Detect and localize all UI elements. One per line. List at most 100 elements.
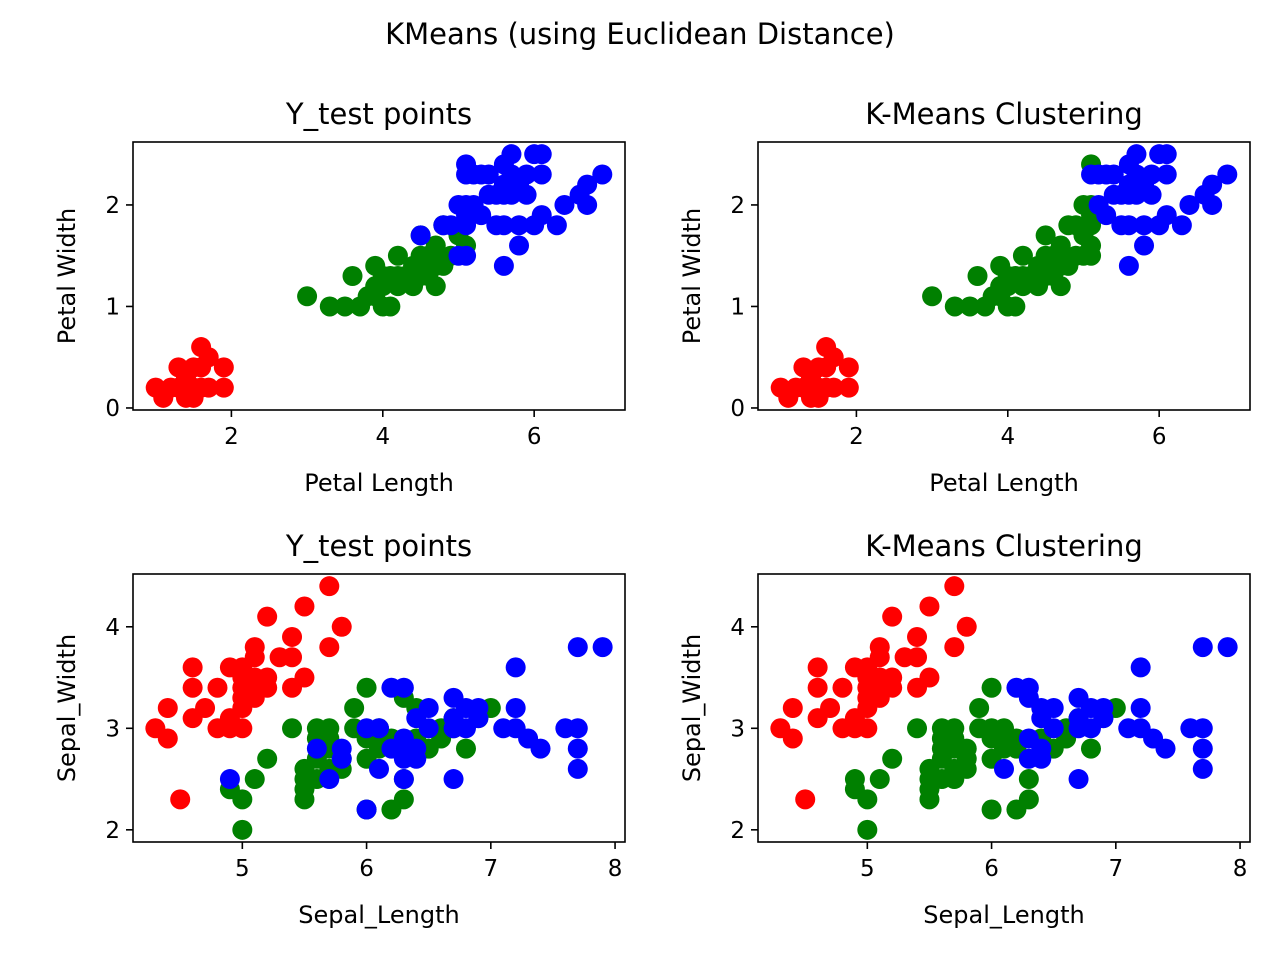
data-point [213,357,234,378]
data-point [577,174,598,195]
data-point [1202,174,1223,195]
series-1 [145,576,352,810]
data-point [393,769,414,790]
data-point [994,758,1014,779]
data-point [157,698,178,718]
data-point [440,215,461,236]
data-point [838,377,859,398]
data-point [531,164,552,185]
x-tick-label: 4 [375,424,390,450]
data-point [356,799,377,820]
data-point [1192,718,1213,739]
data-point [410,225,431,246]
data-point [944,637,965,658]
data-point [531,205,552,226]
data-point [1068,769,1089,790]
data-point [944,576,965,597]
data-point [244,769,265,790]
data-point [857,718,878,739]
data-point [1005,296,1026,317]
data-point [807,657,828,678]
data-point [1118,215,1139,236]
y-axis-label: Sepal_Width [53,634,81,782]
data-point [418,718,439,739]
data-point [380,296,401,317]
y-tick-label: 0 [105,396,120,422]
data-point [782,698,803,718]
data-point [418,698,439,718]
x-tick-label: 6 [1152,424,1167,450]
data-point [342,266,363,286]
series-1 [770,337,859,408]
x-tick-label: 4 [1000,424,1015,450]
y-axis-label: Sepal_Width [678,634,706,782]
series-3 [219,637,613,820]
data-point [554,194,575,215]
data-point [844,769,865,790]
series-2 [844,677,1126,840]
x-axis-label: Petal Length [929,469,1079,497]
data-point [1171,215,1192,236]
data-point [297,286,318,307]
x-tick-label: 8 [1233,856,1248,882]
data-point [182,677,203,698]
data-point [959,296,980,317]
data-point [478,164,499,185]
data-point [919,667,940,688]
y-tick-label: 4 [105,615,120,641]
data-point [505,698,526,718]
data-point [1155,738,1176,759]
data-point [334,296,355,317]
series-3 [994,637,1238,790]
data-point [823,377,844,398]
data-point [820,698,841,718]
data-point [516,164,537,185]
data-point [1217,637,1238,658]
data-point [857,819,878,840]
data-point [546,215,567,236]
data-point [592,637,613,658]
x-tick-label: 7 [483,856,498,882]
subplot-3: 5 6 7 8 2 3 4 Y_test points Sepal_Length Sepal_Wi… [53,529,626,929]
data-point [198,377,219,398]
data-point [1217,164,1238,185]
series-3 [1081,144,1238,276]
data-point [319,637,340,658]
data-point [282,718,303,739]
axes-frame [132,141,626,411]
y-axis-label: Petal Width [678,208,706,345]
data-point [567,637,588,658]
x-tick-label: 2 [224,424,239,450]
data-point [1012,245,1033,266]
data-point [869,637,890,658]
data-point [838,357,859,378]
data-point [369,718,389,739]
data-point [1134,235,1155,256]
data-point [1031,738,1052,759]
x-axis-label: Petal Length [304,469,454,497]
data-point [795,789,816,810]
axes-frame [757,141,1251,411]
data-point [257,667,278,688]
axes-frame [132,573,626,843]
data-point [207,677,228,698]
data-point [232,819,253,840]
data-point [1093,698,1114,718]
x-tick-label: 2 [849,424,864,450]
data-point [505,657,526,678]
data-point [393,789,414,810]
data-point [922,286,943,307]
data-point [981,677,1002,698]
data-point [356,677,377,698]
subplot-grid: 2 4 6 0 1 2 Y_test points Petal Length Petal Wid… [53,97,1251,929]
data-point [1192,738,1213,759]
figure-suptitle: KMeans (using Euclidean Distance) [385,17,895,51]
y-tick-label: 2 [730,818,745,844]
data-point [493,255,514,276]
data-point [319,769,340,790]
data-point [1050,235,1071,256]
data-point [219,769,240,790]
data-point [907,647,928,668]
data-point [195,698,216,718]
x-tick-label: 6 [359,856,374,882]
